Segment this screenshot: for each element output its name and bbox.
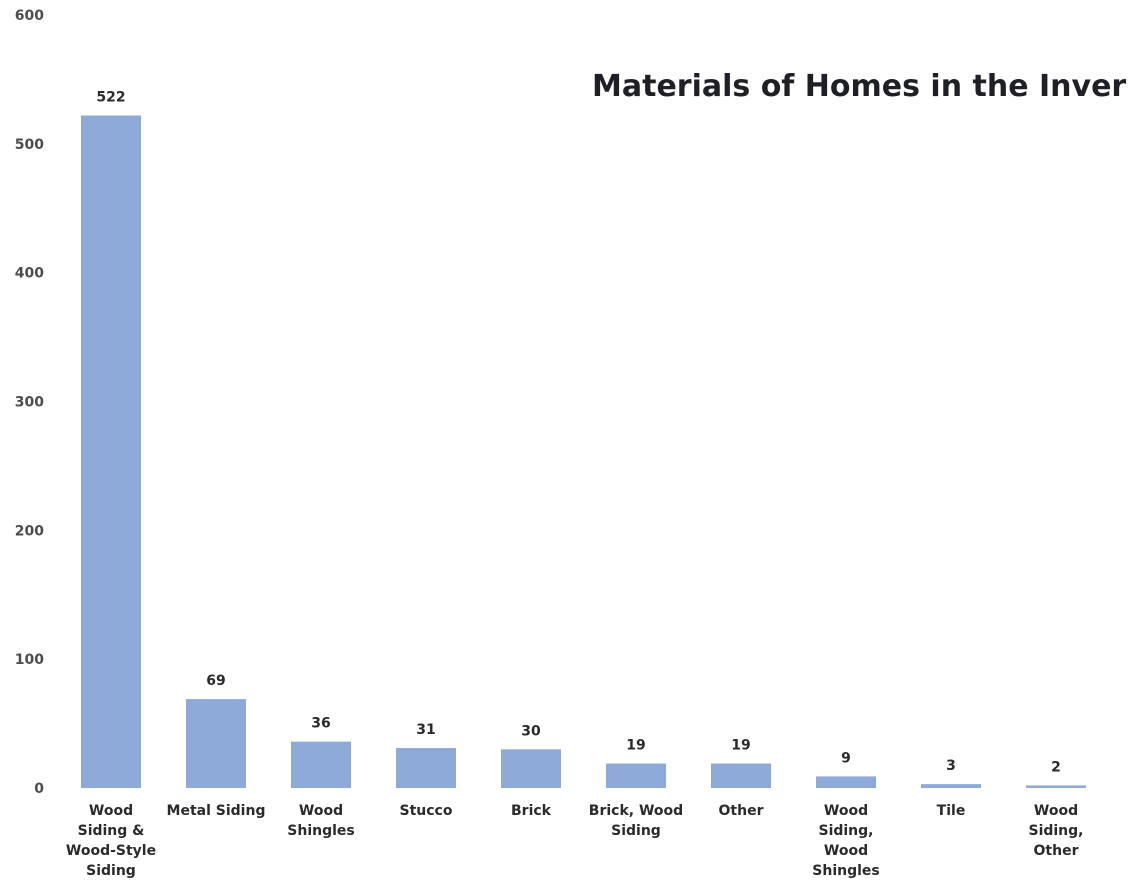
category-label: Wood-Style: [66, 843, 156, 859]
bar-value-label: 3: [946, 758, 956, 774]
bar: [921, 784, 981, 788]
bar-value-label: 19: [731, 738, 750, 754]
category-label: Brick: [511, 803, 552, 819]
chart-title: Materials of Homes in the Inver: [592, 69, 1126, 104]
category-label: Brick, Wood: [589, 803, 683, 819]
category-label: Siding &: [78, 823, 145, 839]
y-tick-label: 0: [34, 781, 44, 797]
bar-value-label: 522: [96, 89, 125, 105]
bar: [396, 748, 456, 788]
bar-value-label: 9: [841, 750, 851, 766]
category-label: Siding: [611, 823, 661, 839]
y-tick-label: 300: [15, 395, 44, 411]
bar: [816, 776, 876, 788]
category-label: Wood: [299, 803, 343, 819]
y-axis-ticks: 0 100 200 300 400 500 600: [15, 8, 44, 797]
bars: [81, 115, 1086, 789]
category-label: Wood: [89, 803, 133, 819]
bar-value-label: 31: [416, 722, 435, 738]
category-label: Other: [1034, 843, 1079, 859]
category-label: Siding: [86, 863, 136, 879]
category-label: Wood: [1034, 803, 1078, 819]
category-label: Siding,: [818, 823, 873, 839]
bar: [81, 115, 141, 789]
category-label: Shingles: [287, 823, 354, 839]
bar: [711, 763, 771, 788]
category-label: Metal Siding: [167, 803, 266, 819]
bar-value-label: 19: [626, 738, 645, 754]
category-label: Stucco: [400, 803, 453, 819]
bar-value-label: 30: [521, 723, 541, 739]
y-tick-label: 200: [15, 523, 44, 539]
category-label: Shingles: [812, 863, 879, 879]
bar: [291, 741, 351, 788]
category-label: Wood: [824, 803, 868, 819]
category-label: Other: [719, 803, 764, 819]
y-tick-label: 400: [15, 266, 44, 282]
category-label: Wood: [824, 843, 868, 859]
y-tick-label: 500: [15, 137, 44, 153]
category-label: Siding,: [1028, 823, 1083, 839]
y-tick-label: 100: [15, 652, 44, 668]
category-labels: Wood Siding & Wood-Style Siding Metal Siding…: [66, 803, 1084, 879]
bar-value-label: 69: [206, 673, 225, 689]
bar: [501, 749, 561, 788]
bar: [1026, 785, 1086, 788]
value-labels: 522 69 36 31 30 19 19 9 3 2: [96, 89, 1060, 775]
y-tick-label: 600: [15, 8, 44, 24]
bar: [186, 699, 246, 788]
bar-value-label: 36: [311, 716, 330, 732]
bar-value-label: 2: [1051, 759, 1061, 775]
bar: [606, 763, 666, 788]
category-label: Tile: [937, 803, 966, 819]
